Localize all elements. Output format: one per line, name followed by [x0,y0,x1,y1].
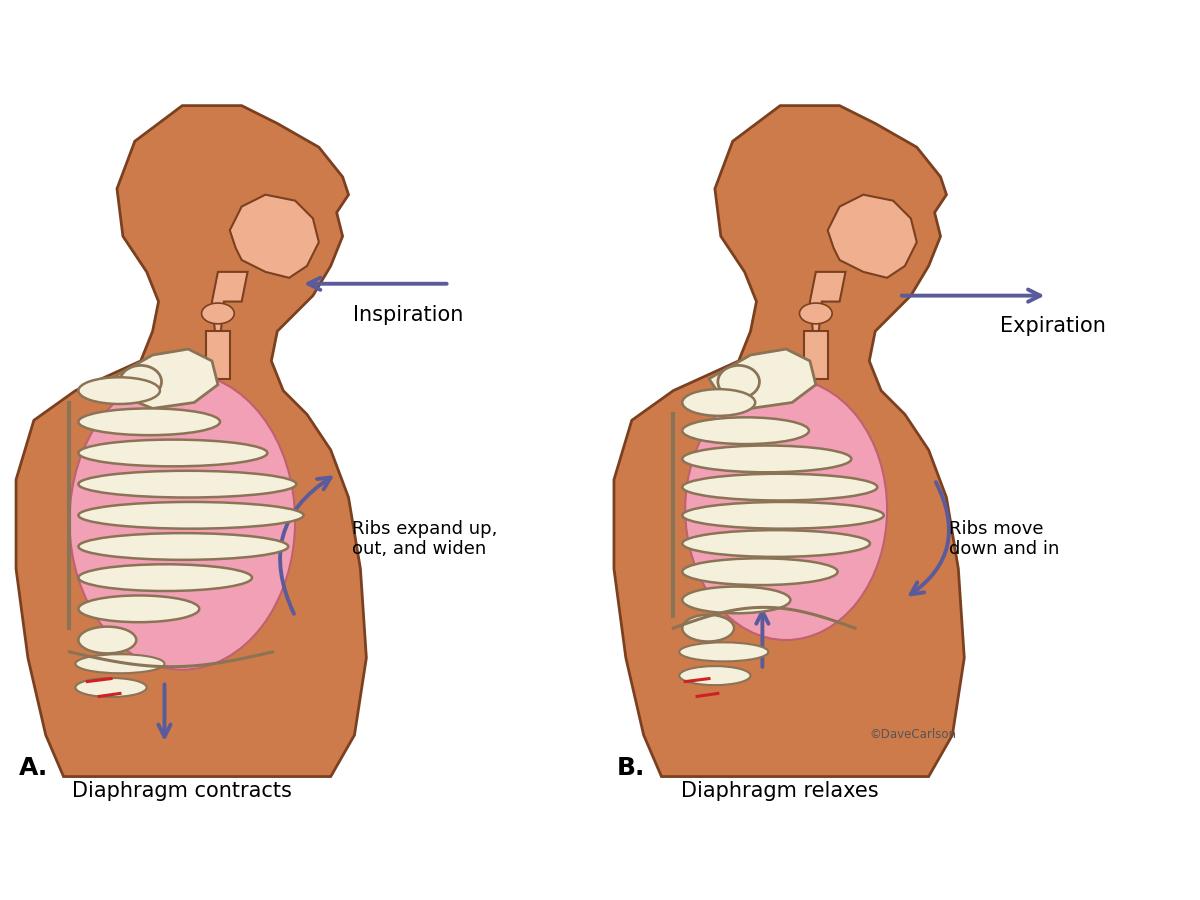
Ellipse shape [78,564,252,591]
Ellipse shape [683,587,791,613]
Polygon shape [16,105,366,777]
Ellipse shape [683,446,851,472]
Text: Ribs expand up,
out, and widen: Ribs expand up, out, and widen [352,519,497,559]
Ellipse shape [683,473,877,500]
Ellipse shape [683,615,734,642]
Text: Ribs move
down and in: Ribs move down and in [949,519,1060,559]
Ellipse shape [76,654,164,673]
Text: A.: A. [19,756,48,779]
Ellipse shape [78,626,137,653]
Ellipse shape [78,471,296,498]
Polygon shape [810,272,846,331]
Ellipse shape [683,418,809,444]
Text: B.: B. [617,756,646,779]
Polygon shape [229,194,319,278]
Ellipse shape [78,596,199,622]
Ellipse shape [78,409,220,436]
Ellipse shape [683,502,883,528]
Ellipse shape [120,365,162,398]
Ellipse shape [202,303,234,324]
Polygon shape [828,194,917,278]
Text: Diaphragm relaxes: Diaphragm relaxes [682,781,880,802]
Polygon shape [614,105,965,777]
Polygon shape [804,331,828,379]
Ellipse shape [70,373,295,670]
Polygon shape [212,272,247,331]
Ellipse shape [76,678,146,697]
Ellipse shape [78,533,288,560]
Polygon shape [112,349,218,409]
Ellipse shape [679,643,768,662]
Ellipse shape [718,365,760,398]
Ellipse shape [78,377,160,404]
Text: Expiration: Expiration [1001,317,1106,337]
Ellipse shape [683,389,755,416]
Text: ©DaveCarlson: ©DaveCarlson [869,728,956,742]
Ellipse shape [78,439,268,466]
Text: Inspiration: Inspiration [353,304,463,325]
Ellipse shape [683,558,838,585]
Text: Diaphragm contracts: Diaphragm contracts [72,781,293,802]
Ellipse shape [683,530,870,557]
Ellipse shape [78,502,304,528]
Ellipse shape [799,303,832,324]
Polygon shape [206,331,229,379]
Ellipse shape [679,666,750,685]
Ellipse shape [685,379,887,640]
Polygon shape [709,349,816,409]
